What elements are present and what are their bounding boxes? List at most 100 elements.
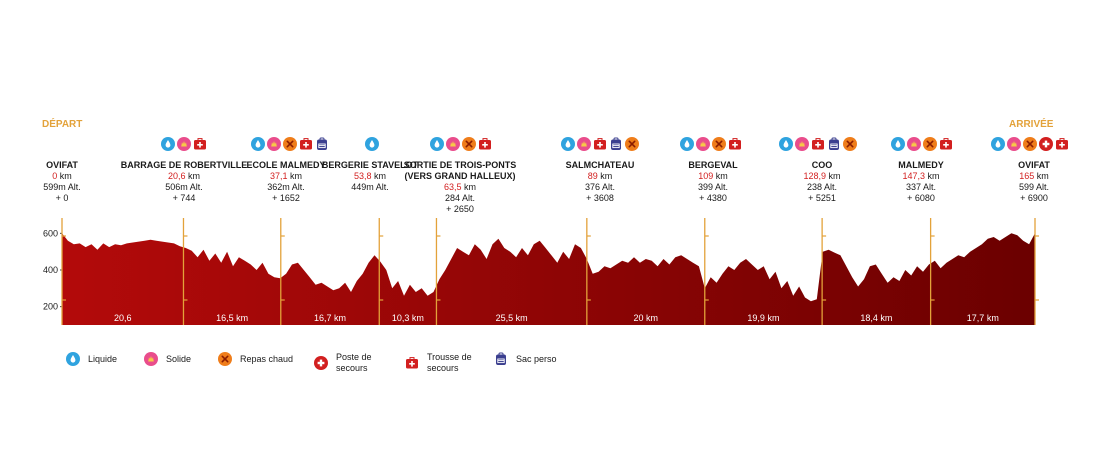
trousse-icon xyxy=(193,137,207,151)
end-label: ARRIVÉE xyxy=(1009,119,1054,130)
repas-icon xyxy=(923,137,937,151)
station-distance: 20,6 km xyxy=(119,171,249,182)
sac-icon xyxy=(315,137,329,151)
station-altitude: 599m Alt. xyxy=(43,182,81,192)
start-label: DÉPART xyxy=(42,119,83,130)
station-km-value: 165 xyxy=(1019,171,1035,181)
station-altitude: 506m Alt. xyxy=(165,182,203,192)
solide-icon xyxy=(177,137,191,151)
solide-icon xyxy=(446,137,460,151)
trousse-icon xyxy=(939,137,953,151)
liquide-icon xyxy=(365,137,379,151)
station-icons xyxy=(991,137,1069,153)
solide-icon xyxy=(795,137,809,151)
sac-icon xyxy=(609,137,623,151)
station-distance: 147,3 km xyxy=(856,171,986,182)
liquide-icon xyxy=(251,137,265,151)
station-elevation-gain: + 1652 xyxy=(272,193,300,203)
station-km-unit: km xyxy=(59,171,72,181)
station: BERGEVAL 109 km 399 Alt. + 4380 xyxy=(648,160,778,204)
station-altitude: 337 Alt. xyxy=(905,182,937,192)
station-elevation-gain: + 6900 xyxy=(1020,193,1048,203)
legend-label: Trousse de secours xyxy=(427,352,472,373)
legend-item-solide: Solide xyxy=(144,352,191,366)
solide-icon xyxy=(696,137,710,151)
segment-distance-label: 10,3 km xyxy=(392,313,424,323)
station-name: MALMEDY xyxy=(898,160,944,170)
sac-icon xyxy=(827,137,841,151)
checkpoint-markers xyxy=(61,218,1039,325)
liquide-icon xyxy=(561,137,575,151)
segment-distance-label: 17,7 km xyxy=(967,313,999,323)
station-name: BARRAGE DE ROBERTVILLE xyxy=(120,160,248,170)
trousse-icon xyxy=(405,356,419,370)
station-km-value: 109 xyxy=(698,171,714,181)
legend-label: Repas chaud xyxy=(240,353,294,364)
trousse-icon xyxy=(811,137,825,151)
station-km-value: 20,6 xyxy=(167,171,186,181)
station-icons xyxy=(251,137,329,153)
segment-distance-label: 18,4 km xyxy=(860,313,892,323)
station-elevation-gain: + 0 xyxy=(55,193,69,203)
station-distance: 89 km xyxy=(535,171,665,182)
liquide-icon xyxy=(779,137,793,151)
station-icons xyxy=(779,137,857,153)
station-elevation-gain: + 5251 xyxy=(808,193,836,203)
legend-item-liquide: Liquide xyxy=(66,352,117,366)
poste-icon xyxy=(1039,137,1053,151)
station-altitude: 238 Alt. xyxy=(806,182,838,192)
station-km-unit: km xyxy=(188,171,201,181)
segment-labels: 20,6 16,5 km 16,7 km 10,3 km 25,5 km 20 km 19,… xyxy=(114,313,999,323)
station-km-unit: km xyxy=(600,171,613,181)
liquide-icon xyxy=(991,137,1005,151)
legend-label: Sac perso xyxy=(516,353,557,364)
solide-icon xyxy=(267,137,281,151)
station-distance: 109 km xyxy=(648,171,778,182)
station-altitude: 376 Alt. xyxy=(584,182,616,192)
y-axis: 200 400 600 xyxy=(43,228,63,325)
segment-distance-label: 20 km xyxy=(634,313,659,323)
station-altitude: 399 Alt. xyxy=(697,182,729,192)
y-tick-label: 200 xyxy=(43,302,58,312)
legend-item-repas: Repas chaud xyxy=(218,352,293,366)
station-icons xyxy=(365,137,379,153)
station-km-value: 37,1 xyxy=(269,171,288,181)
station-distance: 165 km xyxy=(969,171,1096,182)
trousse-icon xyxy=(593,137,607,151)
station-km-value: 128,9 xyxy=(803,171,826,181)
solide-icon xyxy=(907,137,921,151)
legend-label: Poste de secours xyxy=(336,352,372,373)
repas-icon xyxy=(462,137,476,151)
station-altitude: 599 Alt. xyxy=(1018,182,1050,192)
station: SALMCHATEAU 89 km 376 Alt. + 3608 xyxy=(535,160,665,204)
station-km-value: 147,3 xyxy=(902,171,925,181)
y-tick-label: 600 xyxy=(43,228,58,238)
station-icons xyxy=(561,137,639,153)
station-name: ECOLE MALMEDY xyxy=(246,160,326,170)
station-name: BERGERIE STAVELOT xyxy=(321,160,419,170)
repas-icon xyxy=(218,352,232,366)
liquide-icon xyxy=(161,137,175,151)
repas-icon xyxy=(712,137,726,151)
station-km-value: 89 xyxy=(587,171,598,181)
station-elevation-gain: + 3608 xyxy=(586,193,614,203)
station-elevation-gain: + 744 xyxy=(172,193,196,203)
solide-icon xyxy=(144,352,158,366)
station: BARRAGE DE ROBERTVILLE 20,6 km 506m Alt. + … xyxy=(119,160,249,204)
station-altitude: 449m Alt. xyxy=(351,182,389,192)
station: OVIFAT 0 km 599m Alt. + 0 xyxy=(0,160,127,204)
poste-icon xyxy=(314,356,328,370)
y-tick-label: 400 xyxy=(43,265,58,275)
segment-distance-label: 16,7 km xyxy=(314,313,346,323)
station-km-unit: km xyxy=(374,171,387,181)
station-distance: 0 km xyxy=(0,171,127,182)
station-altitude: 284 Alt. xyxy=(444,193,476,203)
station: ECOLE MALMEDY 37,1 km 362m Alt. + 1652 xyxy=(221,160,351,204)
station-km-unit: km xyxy=(927,171,940,181)
segment-distance-label: 20,6 xyxy=(114,313,132,323)
station-elevation-gain: + 2650 xyxy=(446,204,474,214)
station-icons xyxy=(430,137,492,153)
station-km-value: 53,8 xyxy=(353,171,372,181)
station-elevation-gain: + 6080 xyxy=(907,193,935,203)
legend-label: Solide xyxy=(166,353,192,364)
